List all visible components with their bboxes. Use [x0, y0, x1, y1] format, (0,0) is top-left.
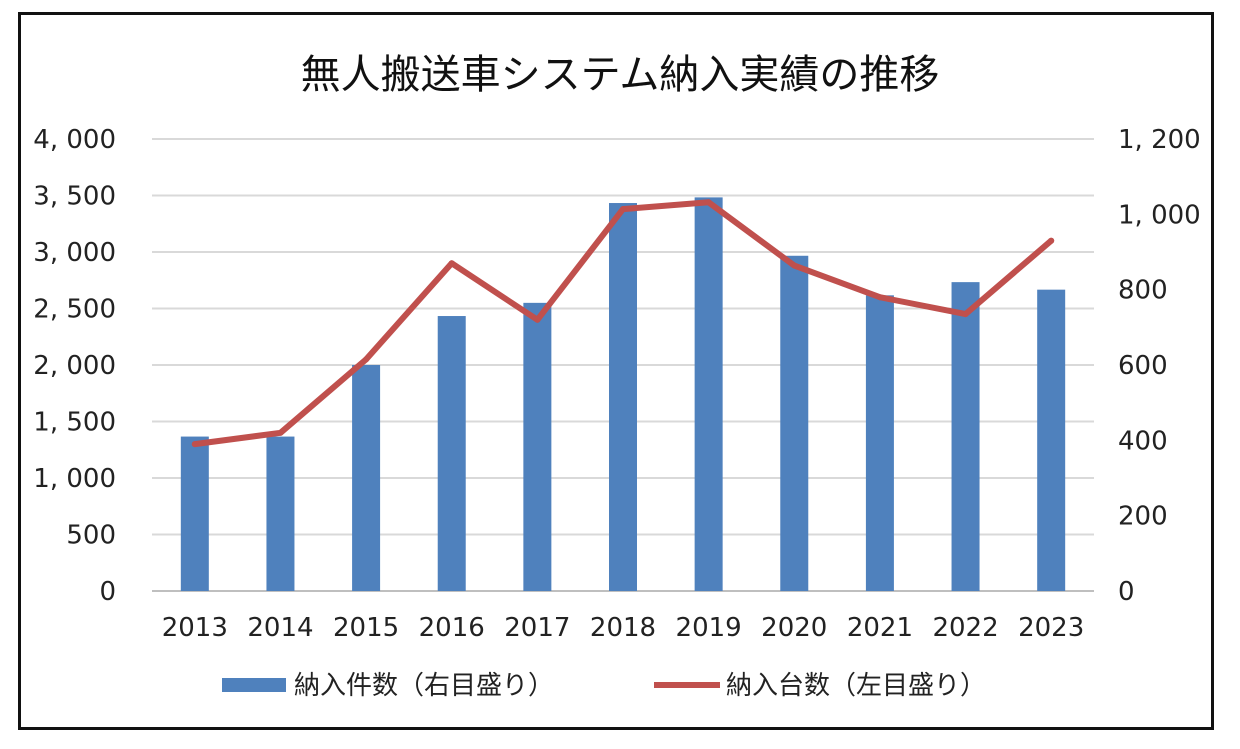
legend: 納入件数（右目盛り） 納入台数（左目盛り） — [222, 671, 986, 701]
line-point — [448, 260, 455, 267]
bar — [1037, 289, 1066, 591]
right-tick-label: 0 — [1118, 577, 1135, 607]
bar — [523, 302, 552, 591]
x-tick-label: 2023 — [1018, 613, 1084, 643]
left-tick-label: 1, 000 — [33, 464, 116, 494]
bar — [865, 295, 894, 591]
x-tick-label: 2018 — [590, 613, 656, 643]
right-tick-label: 1, 000 — [1118, 200, 1201, 230]
left-tick-label: 1, 500 — [33, 408, 116, 438]
left-tick-label: 2, 000 — [33, 351, 116, 381]
legend-bar-swatch — [222, 678, 286, 692]
bar — [266, 436, 295, 591]
x-tick-label: 2013 — [162, 613, 228, 643]
right-tick-label: 800 — [1118, 276, 1168, 306]
x-tick-label: 2017 — [504, 613, 570, 643]
x-axis-ticks: 2013 2014 2015 2016 2017 2018 2019 2020 2021 2022… — [162, 613, 1085, 643]
line-point — [1048, 237, 1055, 244]
legend-line-label: 納入台数（左目盛り） — [726, 671, 986, 701]
x-tick-label: 2022 — [932, 613, 998, 643]
right-tick-label: 1, 200 — [1118, 125, 1201, 155]
bar — [780, 255, 809, 591]
right-tick-label: 600 — [1118, 351, 1168, 381]
left-axis-ticks: 0 500 1, 000 1, 500 2, 000 2, 500 3, 000 3, 500… — [33, 125, 116, 607]
bar — [694, 197, 723, 591]
line-point — [620, 206, 626, 213]
left-tick-label: 2, 500 — [33, 295, 116, 325]
line-point — [191, 441, 198, 448]
right-tick-label: 200 — [1118, 502, 1168, 532]
line-point — [705, 199, 712, 206]
bar — [951, 282, 980, 591]
x-tick-label: 2016 — [419, 613, 485, 643]
bar-series — [180, 197, 1066, 592]
x-tick-label: 2020 — [761, 613, 827, 643]
left-tick-label: 3, 000 — [33, 238, 116, 268]
bar — [180, 436, 209, 591]
x-tick-label: 2015 — [333, 613, 399, 643]
line-point — [363, 356, 370, 363]
right-tick-label: 400 — [1118, 426, 1168, 456]
left-tick-label: 3, 500 — [33, 182, 116, 212]
x-tick-label: 2014 — [247, 613, 313, 643]
left-tick-label: 4, 000 — [33, 125, 116, 155]
bar — [609, 203, 637, 592]
bar — [437, 316, 466, 591]
line-point — [277, 429, 284, 436]
bar — [352, 365, 381, 591]
left-tick-label: 500 — [66, 521, 116, 551]
left-tick-label: 0 — [99, 577, 116, 607]
line-point — [791, 262, 798, 269]
x-tick-label: 2021 — [847, 613, 913, 643]
line-point — [876, 294, 883, 301]
right-axis-ticks: 0 200 400 600 800 1, 000 1, 200 — [1118, 125, 1201, 607]
chart-title: 無人搬送車システム納入実績の推移 — [301, 52, 940, 98]
legend-bar-label: 納入件数（右目盛り） — [294, 671, 554, 701]
line-series — [191, 199, 1055, 448]
x-tick-label: 2019 — [676, 613, 742, 643]
line-point — [534, 316, 541, 323]
line-point — [962, 311, 969, 318]
